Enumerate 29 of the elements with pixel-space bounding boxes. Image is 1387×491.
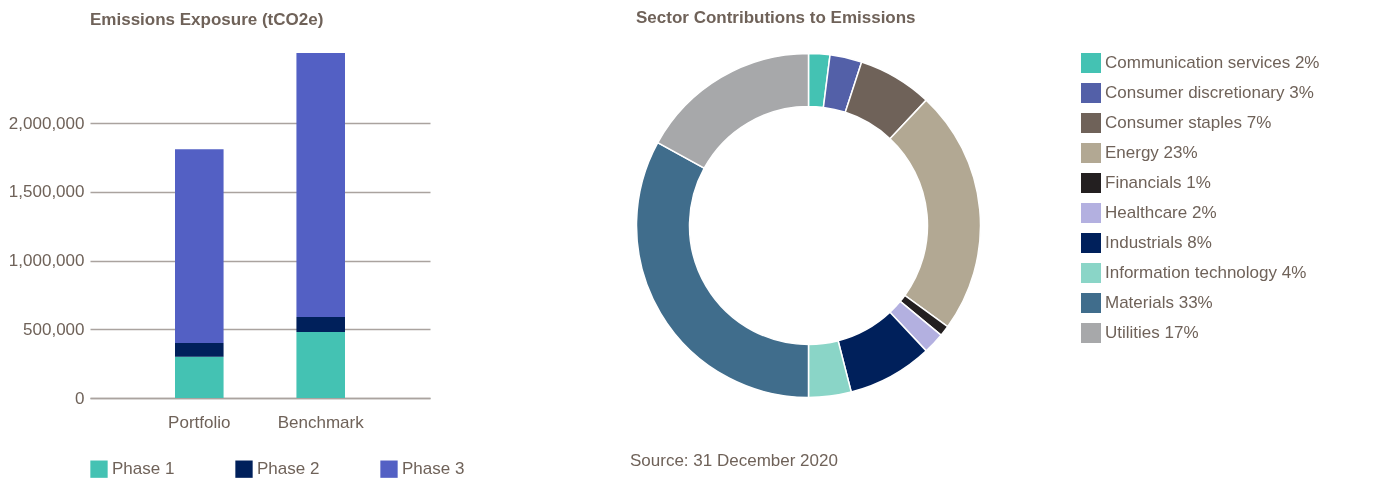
chart-title: Emissions Exposure (tCO2e)	[90, 10, 324, 29]
x-tick-label: Benchmark	[277, 412, 365, 432]
bar	[296, 53, 345, 317]
legend-label: Consumer discretionary 3%	[1105, 83, 1314, 102]
legend-label: Consumer staples 7%	[1105, 113, 1272, 132]
source-note: Source: 31 December 2020	[630, 451, 838, 470]
y-tick-label: 2,000,000	[8, 113, 85, 133]
legend-label: Utilities 17%	[1105, 323, 1199, 342]
bar	[296, 316, 345, 333]
legend-label: Phase 2	[257, 459, 320, 479]
legend-label: Communication services 2%	[1105, 53, 1320, 72]
legend-label: Industrials 8%	[1105, 233, 1212, 252]
bar	[296, 332, 345, 398]
y-tick-label: 500,000	[23, 319, 85, 339]
x-tick-label: Portfolio	[168, 412, 231, 432]
bar	[175, 149, 224, 344]
y-tick-label: 1,500,000	[8, 182, 85, 202]
legend-label: Financials 1%	[1105, 173, 1211, 192]
bar	[175, 343, 224, 357]
legend-label: Phase 3	[402, 459, 465, 479]
chart-title: Sector Contributions to Emissions	[636, 7, 916, 27]
legend-label: Healthcare 2%	[1105, 203, 1217, 222]
legend-label: Phase 1	[112, 459, 175, 479]
legend-label: Information technology 4%	[1105, 263, 1307, 282]
y-tick-label: 0	[75, 388, 85, 408]
y-tick-label: 1,000,000	[8, 251, 85, 271]
bar	[175, 356, 224, 398]
legend-label: Materials 33%	[1105, 293, 1213, 312]
legend-label: Energy 23%	[1105, 143, 1198, 162]
